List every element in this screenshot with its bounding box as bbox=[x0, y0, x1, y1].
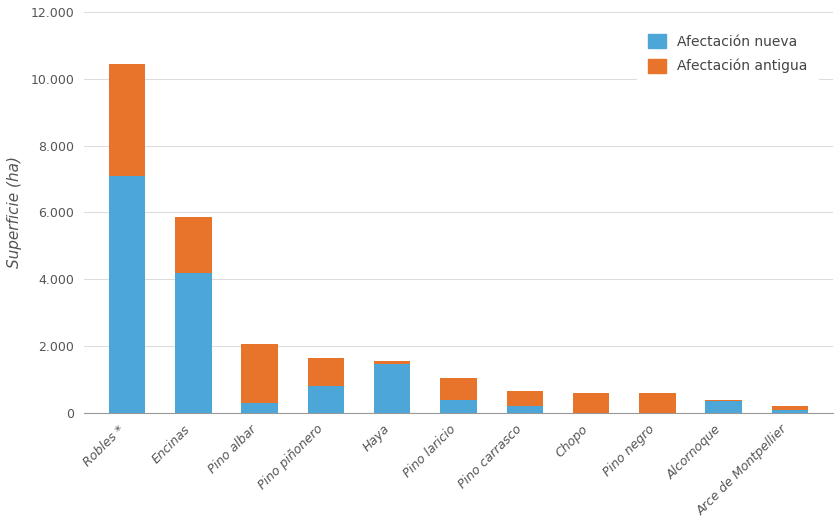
Bar bbox=[108, 176, 145, 413]
Bar bbox=[241, 403, 278, 413]
Bar bbox=[175, 272, 212, 413]
Bar bbox=[374, 361, 411, 364]
Y-axis label: Superficie (ha): Superficie (ha) bbox=[7, 156, 22, 268]
Bar bbox=[772, 406, 808, 410]
Bar bbox=[307, 386, 344, 413]
Bar bbox=[440, 378, 476, 400]
Bar bbox=[573, 393, 609, 413]
Bar bbox=[706, 400, 742, 401]
Bar bbox=[507, 391, 543, 406]
Bar bbox=[772, 410, 808, 413]
Bar bbox=[507, 406, 543, 413]
Bar bbox=[108, 64, 145, 176]
Legend: Afectación nueva, Afectación antigua: Afectación nueva, Afectación antigua bbox=[637, 23, 819, 85]
Bar bbox=[706, 401, 742, 413]
Bar bbox=[307, 358, 344, 386]
Bar bbox=[374, 364, 411, 413]
Bar bbox=[639, 393, 675, 413]
Bar bbox=[440, 400, 476, 413]
Bar bbox=[241, 344, 278, 403]
Bar bbox=[175, 217, 212, 272]
